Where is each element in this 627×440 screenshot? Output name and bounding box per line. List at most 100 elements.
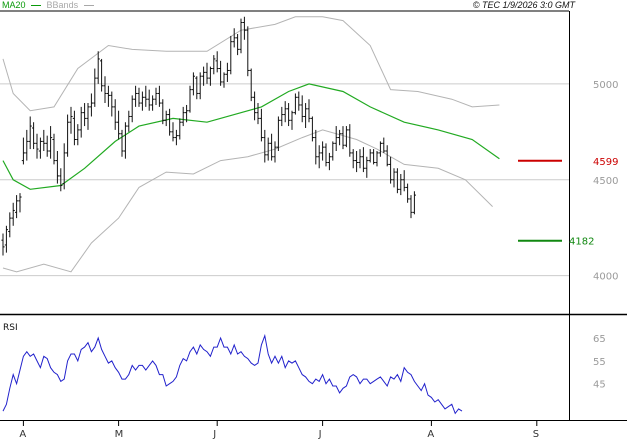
ohlc-bar	[283, 101, 287, 123]
ohlc-bar	[232, 28, 236, 48]
ohlc-bar	[185, 104, 189, 123]
ohlc-bar	[297, 91, 301, 111]
ohlc-bar	[266, 137, 270, 161]
ohlc-bar	[69, 106, 73, 134]
ohlc-bar	[412, 191, 416, 215]
ohlc-bar	[106, 85, 110, 107]
ohlc-bar	[310, 116, 314, 142]
resistance-level-label: 4599	[593, 157, 618, 168]
ohlc-bar	[42, 129, 46, 151]
ohlc-bar	[372, 149, 376, 165]
ohlc-bar	[259, 108, 263, 142]
x-axis-month-label: A	[427, 429, 434, 440]
ohlc-bar	[236, 34, 240, 56]
ohlc-bar	[195, 76, 199, 100]
legend-ma20-swatch	[31, 5, 42, 7]
ohlc-bar	[76, 124, 80, 146]
ohlc-bar	[314, 129, 318, 165]
ohlc-bar	[317, 145, 321, 169]
price-y-tick-label: 4500	[593, 176, 618, 187]
ohlc-bar	[344, 126, 348, 148]
ohlc-bar	[273, 141, 277, 163]
ohlc-bar	[270, 133, 274, 161]
legend-bbands-swatch	[83, 5, 94, 7]
ohlc-bar	[191, 72, 195, 96]
ohlc-bar	[25, 129, 29, 161]
ohlc-bar	[198, 72, 202, 100]
x-axis-month-label: M	[115, 429, 124, 440]
ohlc-bar	[399, 174, 403, 196]
ohlc-bar	[406, 183, 410, 203]
ohlc-bar	[79, 106, 83, 138]
ohlc-bar	[96, 51, 100, 84]
ohlc-bar	[208, 66, 212, 86]
support-level-label: 4182	[569, 237, 594, 248]
ohlc-bar	[93, 68, 97, 107]
ohlc-bar	[202, 66, 206, 86]
legend-ma20-label: MA20	[2, 0, 26, 10]
ohlc-bar	[113, 99, 117, 130]
ohlc-bar	[1, 233, 5, 256]
rsi-line	[2, 333, 463, 415]
ohlc-bar	[249, 68, 253, 102]
ohlc-bar	[72, 110, 76, 146]
rsi-title: RSI	[3, 323, 18, 333]
ohlc-bar	[395, 168, 399, 194]
ohlc-bar	[151, 95, 155, 111]
rsi-y-tick-label: 45	[593, 380, 606, 391]
ohlc-bar	[280, 106, 284, 127]
ohlc-bar	[382, 137, 386, 153]
ohlc-bar	[154, 87, 158, 105]
copyright-text: © TEC 1/9/2026 3:0 GMT	[472, 0, 575, 10]
ohlc-bar	[144, 85, 148, 107]
ohlc-bar	[62, 143, 66, 190]
ohlc-bar	[120, 129, 124, 157]
ohlc-bar	[385, 145, 389, 167]
ohlc-bar	[161, 99, 165, 125]
ohlc-bar	[215, 51, 219, 73]
ohlc-bar	[32, 122, 36, 150]
rsi-polyline	[2, 333, 463, 415]
ohlc-bar	[341, 126, 345, 150]
ohlc-bar	[18, 193, 22, 213]
ohlc-bar	[242, 16, 246, 40]
ohlc-bar	[300, 95, 304, 123]
ohlc-bar	[327, 152, 331, 171]
ohlc-bar	[358, 149, 362, 169]
ohlc-bar	[392, 168, 396, 188]
support-resistance-levels: 4599 4182	[518, 157, 618, 248]
ohlc-bar	[307, 99, 311, 123]
ohlc-bar	[59, 168, 63, 192]
ohlc-bar	[174, 129, 178, 146]
ohlc-bar	[229, 35, 233, 75]
ohlc-bar	[222, 72, 226, 88]
ohlc-bar	[83, 103, 87, 127]
rsi-y-axis: 65 55 45	[593, 334, 606, 391]
ohlc-bar	[304, 103, 308, 128]
ohlc-bar	[52, 133, 56, 165]
ohlc-bar	[331, 141, 335, 161]
ohlc-bar	[205, 62, 209, 84]
ohlc-bar	[378, 141, 382, 157]
ohlc-bar	[253, 91, 257, 121]
x-axis-month-label: A	[19, 429, 26, 440]
ohlc-bar	[365, 156, 369, 178]
ohlc-bar	[290, 110, 294, 130]
ohlc-bar	[89, 93, 93, 117]
ohlc-bar	[256, 103, 260, 125]
ohlc-bar	[110, 91, 114, 117]
ohlc-bar	[140, 91, 144, 111]
bbands-upper-line	[2, 16, 500, 112]
ohlc-bar	[137, 87, 141, 107]
ohlc-bar	[4, 225, 8, 253]
x-axis-month-label: S	[533, 429, 539, 440]
ohlc-bar	[355, 150, 359, 173]
ohlc-bar	[11, 202, 15, 226]
price-panel: 5000 4500 4000 4599 4182	[0, 10, 627, 316]
ohlc-bar	[402, 170, 406, 192]
ohlc-bar	[225, 62, 229, 82]
ohlc-bar	[212, 55, 216, 75]
ohlc-bar	[263, 129, 267, 163]
ohlc-bar	[127, 110, 131, 132]
